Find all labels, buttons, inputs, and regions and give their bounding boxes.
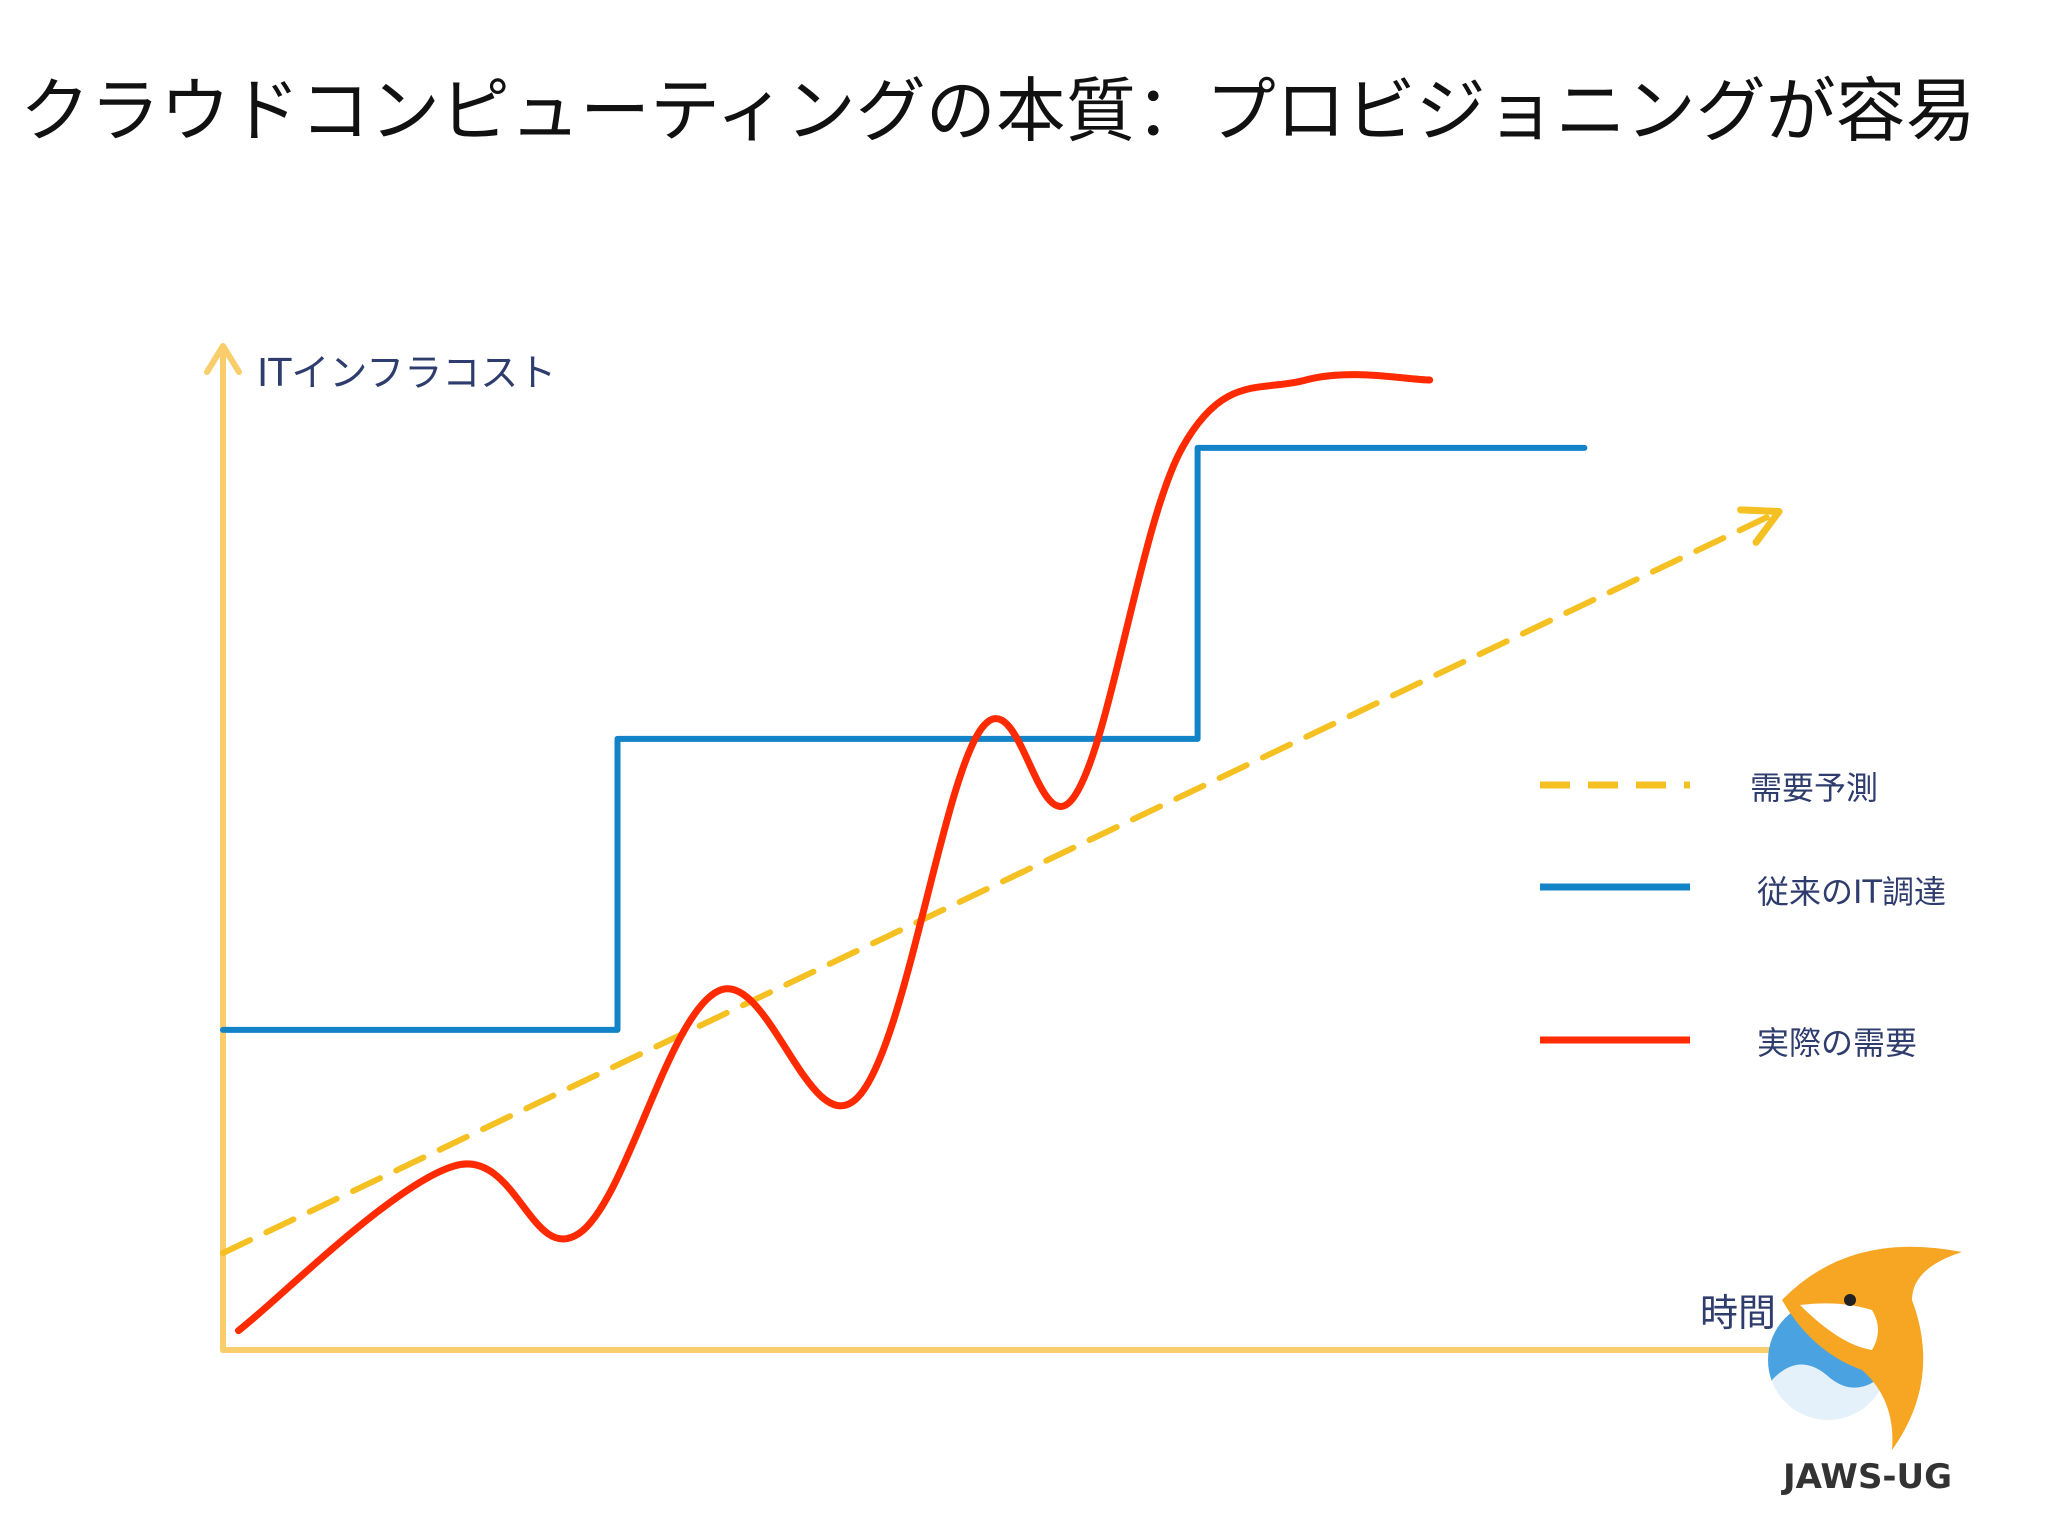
x-axis-label: 時間 [1700, 1291, 1776, 1335]
series-layer [220, 371, 1783, 1335]
y-axis-label: ITインフラコスト [257, 351, 556, 395]
slide-title: クラウドコンピューティングの本質：プロビジョニングが容易 [20, 70, 1976, 152]
chart-axes [204, 343, 1863, 1369]
series-arrowhead-forecast [1737, 506, 1783, 546]
series-line-traditional [220, 444, 1588, 1033]
legend-label-forecast: 需要予測 [1750, 769, 1878, 807]
logo-shark-eye [1844, 1294, 1856, 1306]
legend-label-actual: 実際の需要 [1757, 1024, 1917, 1062]
y-axis-arrowhead [204, 343, 242, 375]
jaws-ug-logo: JAWS-UG [1768, 1246, 1962, 1497]
legend-label-traditional: 従来のIT調達 [1757, 873, 1946, 911]
legend: 需要予測 従来のIT調達 実際の需要 [1540, 769, 1946, 1062]
series-line-actual [235, 371, 1434, 1335]
logo-text: JAWS-UG [1781, 1457, 1952, 1497]
logo-wave [1772, 1364, 1886, 1420]
logo-shark-belly [1800, 1303, 1878, 1350]
series-line-forecast [220, 512, 1773, 1256]
